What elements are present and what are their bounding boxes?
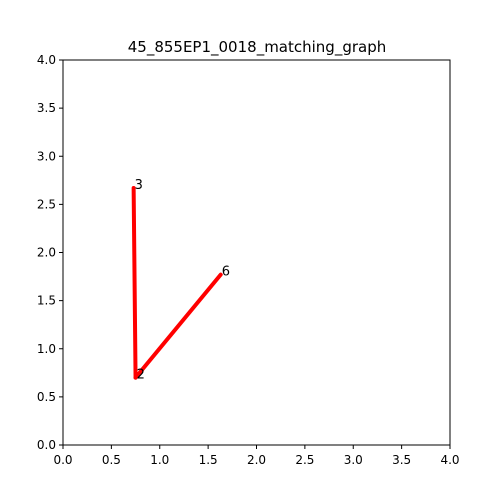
y-tick-label: 1.5 — [37, 294, 56, 308]
node-label-6: 6 — [222, 265, 230, 280]
y-tick-label: 4.0 — [37, 53, 56, 67]
edge-2-6 — [133, 272, 223, 380]
x-tick-label: 3.5 — [392, 453, 411, 467]
x-tick-label: 3.0 — [344, 453, 363, 467]
plot-area: 3 2 6 — [131, 178, 230, 383]
y-tick-label: 1.0 — [37, 342, 56, 356]
y-tick-label: 2.0 — [37, 246, 56, 260]
node-label-2: 2 — [137, 368, 145, 383]
x-axis: 0.0 0.5 1.0 1.5 2.0 2.5 3.0 3.5 4.0 — [53, 445, 460, 467]
y-tick-label: 3.0 — [37, 149, 56, 163]
x-tick-label: 2.5 — [295, 453, 314, 467]
y-tick-label: 2.5 — [37, 197, 56, 211]
y-tick-label: 3.5 — [37, 101, 56, 115]
x-tick-label: 1.5 — [199, 453, 218, 467]
x-tick-label: 4.0 — [440, 453, 459, 467]
x-tick-label: 0.0 — [53, 453, 72, 467]
x-tick-label: 0.5 — [102, 453, 121, 467]
edge-3-2 — [131, 186, 138, 380]
y-tick-label: 0.0 — [37, 438, 56, 452]
x-tick-label: 1.0 — [150, 453, 169, 467]
y-axis: 0.0 0.5 1.0 1.5 2.0 2.5 3.0 3.5 4.0 — [37, 53, 63, 452]
axes-frame — [62, 59, 451, 446]
y-tick-label: 0.5 — [37, 390, 56, 404]
x-tick-label: 2.0 — [247, 453, 266, 467]
node-label-3: 3 — [135, 178, 143, 193]
chart-title: 45_855EP1_0018_matching_graph — [128, 38, 387, 57]
